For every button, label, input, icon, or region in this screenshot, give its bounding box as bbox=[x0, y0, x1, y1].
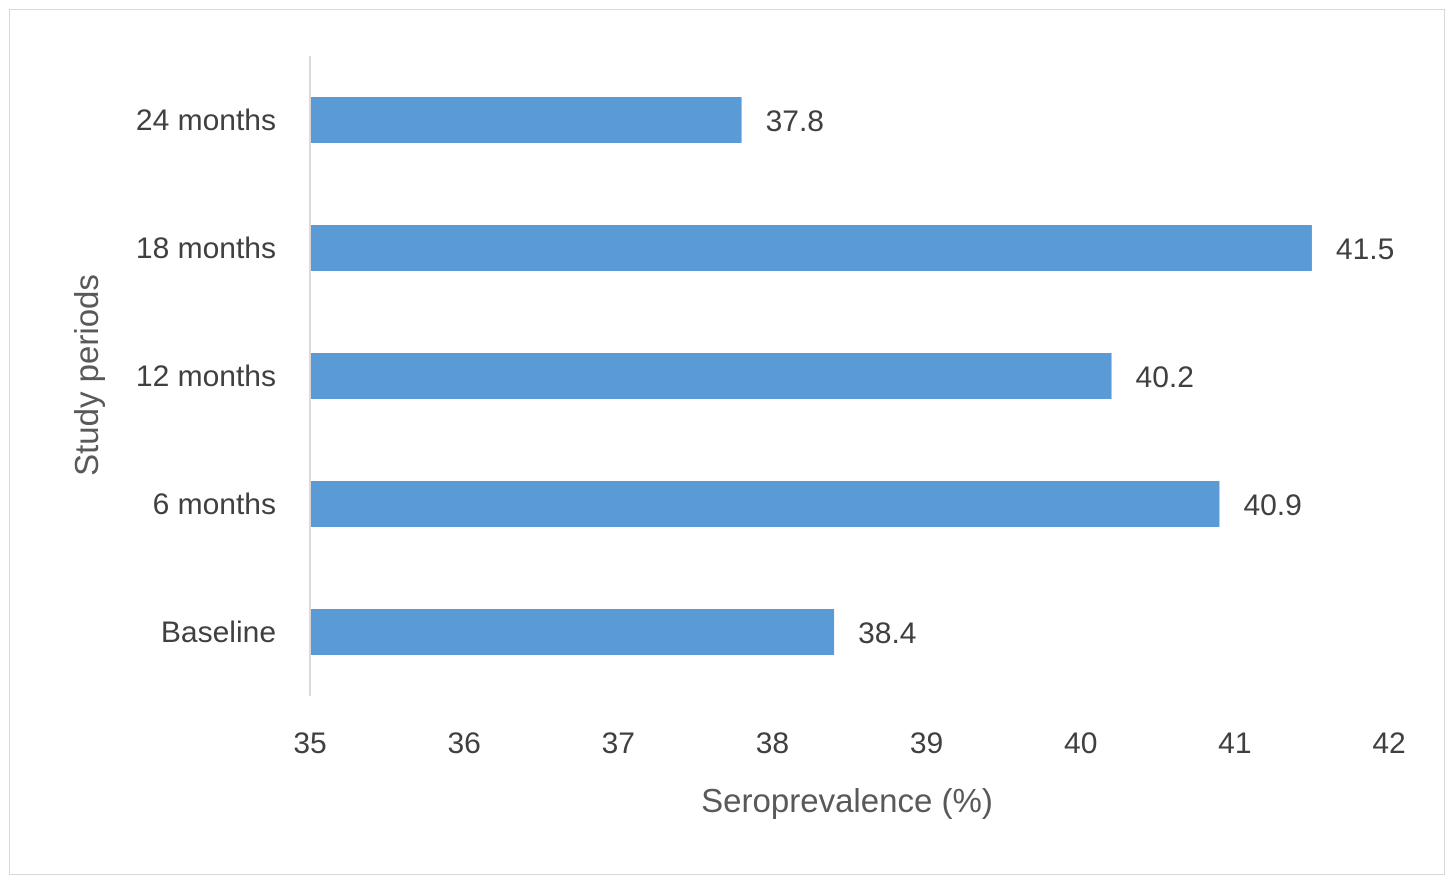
bar bbox=[311, 97, 742, 143]
data-label: 38.4 bbox=[858, 617, 916, 650]
x-tick-labels: 35 36 37 38 39 40 41 42 bbox=[293, 727, 1405, 760]
category-label: 24 months bbox=[136, 104, 276, 137]
y-axis-title: Study periods bbox=[68, 274, 105, 476]
x-tick-label: 36 bbox=[447, 727, 480, 760]
data-label: 41.5 bbox=[1336, 233, 1394, 266]
data-labels: 38.4 40.9 40.2 41.5 37.8 bbox=[766, 105, 1395, 650]
category-labels: Baseline 6 months 12 months 18 months 24 mon… bbox=[136, 104, 276, 649]
bar bbox=[311, 353, 1112, 399]
chart-frame bbox=[9, 9, 1445, 875]
x-tick-label: 41 bbox=[1218, 727, 1251, 760]
data-label: 40.9 bbox=[1243, 489, 1301, 522]
bar bbox=[311, 609, 835, 655]
category-label: Baseline bbox=[161, 616, 276, 649]
data-label: 40.2 bbox=[1136, 361, 1194, 394]
x-tick-label: 42 bbox=[1372, 727, 1405, 760]
bar bbox=[311, 225, 1312, 271]
x-tick-label: 39 bbox=[910, 727, 943, 760]
x-tick-label: 38 bbox=[756, 727, 789, 760]
x-axis-title: Seroprevalence (%) bbox=[701, 782, 993, 819]
bar bbox=[311, 481, 1220, 527]
bars-layer bbox=[311, 97, 1312, 655]
x-tick-label: 40 bbox=[1064, 727, 1097, 760]
category-label: 12 months bbox=[136, 360, 276, 393]
x-tick-label: 37 bbox=[602, 727, 635, 760]
data-label: 37.8 bbox=[766, 105, 824, 138]
category-label: 6 months bbox=[153, 488, 276, 521]
x-tick-label: 35 bbox=[293, 727, 326, 760]
category-label: 18 months bbox=[136, 232, 276, 265]
